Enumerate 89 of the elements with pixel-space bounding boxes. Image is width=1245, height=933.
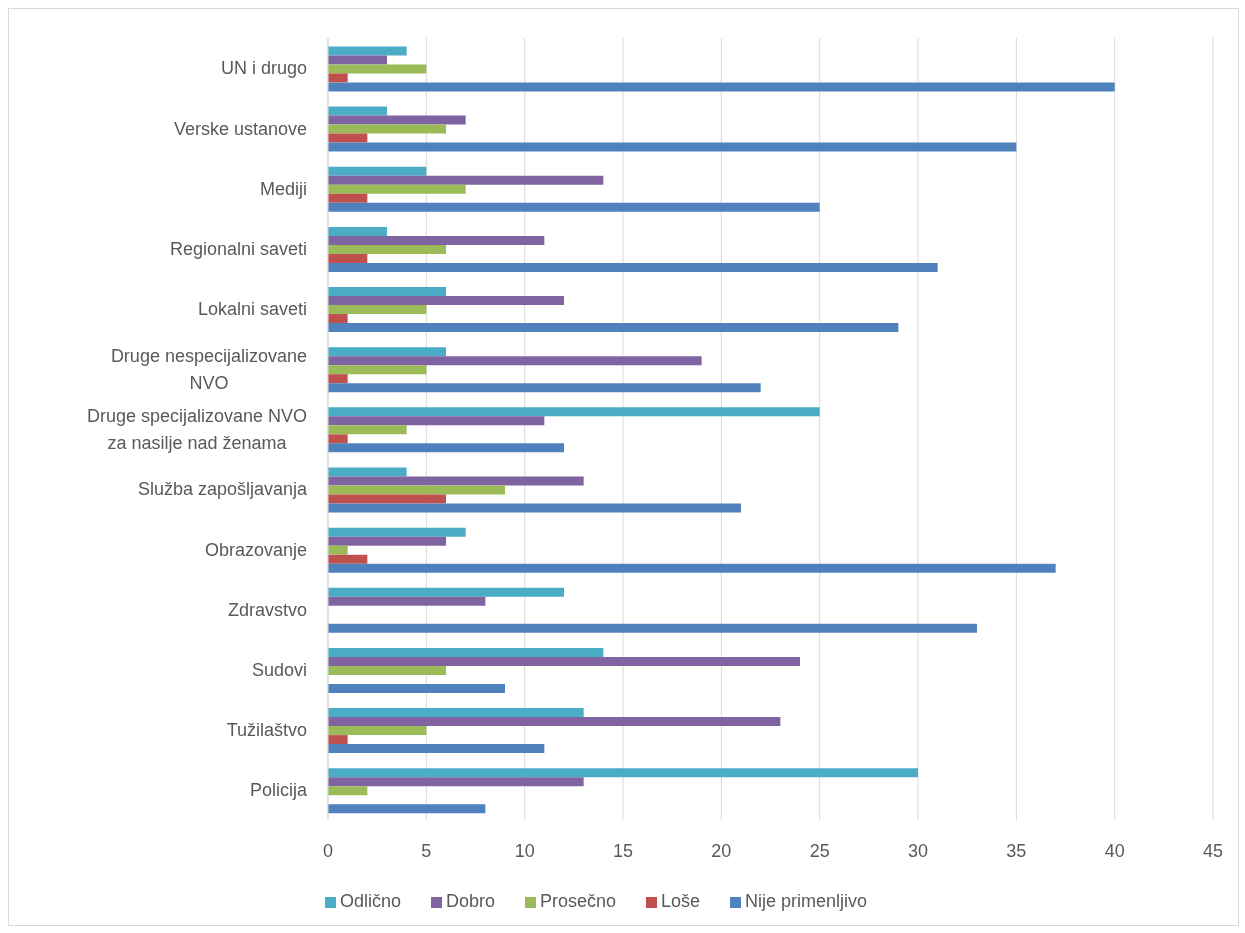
- y-tick-label: UN i drugo: [220, 58, 307, 79]
- y-tick-label: Tužilaštvo: [226, 720, 307, 741]
- bar: [328, 314, 348, 324]
- bar: [328, 485, 505, 495]
- bar: [328, 656, 800, 666]
- bar: [328, 82, 1115, 92]
- bar: [328, 193, 368, 203]
- bar: [328, 434, 348, 444]
- bar: [328, 287, 446, 297]
- bar: [328, 527, 466, 537]
- bar: [328, 244, 446, 254]
- bar: [328, 536, 446, 546]
- y-tick-label: Verske ustanove: [173, 118, 307, 139]
- x-tick-label: 40: [1104, 840, 1125, 861]
- y-tick-label: Druge nespecijalizovane NVO: [110, 345, 307, 393]
- bar: [328, 356, 702, 366]
- bar: [328, 383, 761, 393]
- bar: [328, 235, 545, 245]
- bar: [328, 374, 348, 384]
- x-tick-label: 0: [322, 840, 334, 861]
- bar: [328, 115, 466, 125]
- y-tick-label: Policija: [249, 780, 308, 801]
- bar: [328, 347, 446, 357]
- bar: [328, 124, 446, 134]
- bar: [328, 768, 918, 778]
- legend-label: Loše: [661, 891, 701, 911]
- y-tick-label: Mediji: [259, 178, 307, 199]
- bar: [328, 786, 368, 796]
- bar: [328, 296, 564, 306]
- y-tick-label: Služba zapošljavanja: [137, 479, 308, 500]
- bar: [328, 365, 427, 375]
- bar: [328, 55, 387, 65]
- bar: [328, 563, 1056, 573]
- bar: [328, 494, 446, 504]
- y-tick-label: Druge specijalizovane NVO za nasilje nad ženama: [86, 405, 307, 453]
- y-tick-label: Sudovi: [251, 659, 307, 680]
- bar: [328, 142, 1017, 152]
- y-tick-label: Regionalni saveti: [169, 238, 307, 259]
- bar: [328, 106, 387, 116]
- bar: [328, 443, 564, 453]
- bar: [328, 305, 427, 315]
- bar: [328, 726, 427, 736]
- bar: [328, 545, 348, 555]
- legend-label: Nije primenljivo: [745, 891, 868, 911]
- bar: [328, 665, 446, 675]
- bar: [328, 503, 741, 513]
- bar: [328, 647, 604, 657]
- legend-label: Dobro: [445, 891, 495, 911]
- y-tick-label: Obrazovanje: [204, 539, 307, 560]
- bar: [328, 744, 545, 754]
- bar: [328, 476, 584, 486]
- bar: [328, 323, 899, 333]
- bar: [328, 735, 348, 745]
- bar: [328, 46, 407, 56]
- x-tick-label: 35: [1006, 840, 1027, 861]
- x-tick-label: 10: [514, 840, 535, 861]
- bar: [328, 133, 368, 143]
- bar: [328, 587, 564, 597]
- bar: [328, 253, 368, 263]
- x-tick-label: 20: [711, 840, 732, 861]
- legend-label: Odlično: [339, 891, 401, 911]
- bar: [328, 425, 407, 435]
- legend-label: Prosečno: [539, 891, 616, 911]
- x-tick-label: 15: [612, 840, 634, 861]
- bar: [328, 73, 348, 83]
- bar: [328, 708, 584, 718]
- bar: [328, 262, 938, 272]
- bar: [328, 184, 466, 194]
- bar: [328, 175, 604, 185]
- bar: [328, 64, 427, 74]
- bar: [328, 777, 584, 787]
- x-tick-label: 25: [809, 840, 830, 861]
- bar: [328, 202, 820, 212]
- y-tick-label: Lokalni saveti: [197, 298, 307, 319]
- bar: [328, 804, 486, 814]
- bar: [328, 467, 407, 477]
- bar: [328, 554, 368, 564]
- bar: [328, 166, 427, 176]
- y-tick-label: Zdravstvo: [227, 599, 307, 620]
- bar: [328, 623, 977, 633]
- x-tick-label: 5: [421, 840, 432, 861]
- x-tick-label: 30: [907, 840, 929, 861]
- bar: [328, 683, 505, 693]
- bar: [328, 596, 486, 606]
- x-tick-label: 45: [1202, 840, 1224, 861]
- bar: [328, 717, 781, 727]
- bar: [328, 416, 545, 426]
- bar: [328, 407, 820, 417]
- bar: [328, 226, 387, 236]
